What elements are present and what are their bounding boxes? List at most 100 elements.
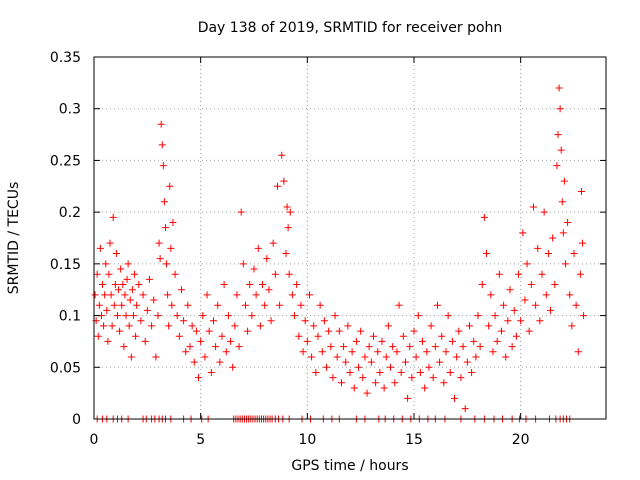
data-point — [143, 306, 151, 314]
data-point — [182, 348, 190, 356]
data-point — [506, 286, 514, 294]
data-point — [197, 337, 205, 345]
data-point — [521, 296, 529, 304]
y-tick-label: 0.35 — [50, 50, 81, 66]
axis-ticks — [93, 56, 606, 420]
data-point — [553, 162, 561, 170]
data-point — [102, 260, 110, 268]
data-point — [497, 327, 505, 335]
data-point — [534, 244, 542, 252]
data-point — [233, 291, 241, 299]
data-point — [555, 84, 563, 92]
data-point — [564, 218, 572, 226]
data-point — [419, 337, 427, 345]
data-point — [549, 234, 557, 242]
data-point — [124, 260, 132, 268]
data-point — [374, 348, 382, 356]
data-point — [448, 337, 456, 345]
data-point — [91, 291, 99, 299]
data-point — [188, 322, 196, 330]
data-point — [93, 270, 101, 278]
data-point — [461, 405, 469, 413]
data-point — [154, 312, 162, 320]
data-point — [495, 270, 503, 278]
data-point — [399, 332, 407, 340]
data-point — [159, 162, 167, 170]
data-point — [438, 332, 446, 340]
data-point — [474, 312, 482, 320]
data-point — [263, 255, 271, 263]
data-point — [280, 177, 288, 185]
data-point — [273, 182, 281, 190]
data-point — [487, 291, 495, 299]
data-point — [156, 255, 164, 263]
data-point — [104, 337, 112, 345]
data-point — [318, 348, 326, 356]
data-point — [517, 317, 525, 325]
data-point — [135, 281, 143, 289]
data-point — [577, 187, 585, 195]
data-point — [165, 322, 173, 330]
data-point — [414, 312, 422, 320]
data-point — [361, 353, 369, 361]
data-point — [457, 374, 465, 382]
data-point — [536, 317, 544, 325]
data-point — [160, 198, 168, 206]
data-point — [127, 353, 135, 361]
data-point — [256, 322, 264, 330]
data-point — [195, 374, 203, 382]
data-point — [145, 275, 153, 283]
data-point — [355, 363, 363, 371]
data-point — [286, 208, 294, 216]
data-point — [209, 317, 217, 325]
data-point — [551, 281, 559, 289]
data-point — [446, 368, 454, 376]
data-point — [508, 343, 516, 351]
data-point — [380, 384, 388, 392]
data-point — [173, 312, 181, 320]
data-point — [199, 312, 207, 320]
y-axis-label: SRMTID / TECUs — [6, 182, 22, 295]
data-point — [118, 301, 126, 309]
data-point — [429, 374, 437, 382]
x-tick-label: 5 — [196, 432, 205, 448]
data-point — [283, 203, 291, 211]
data-point — [252, 291, 260, 299]
data-point — [346, 368, 354, 376]
data-point — [310, 322, 318, 330]
data-point — [540, 208, 548, 216]
data-point — [150, 296, 158, 304]
data-point — [352, 337, 360, 345]
data-point — [125, 322, 133, 330]
data-point — [239, 260, 247, 268]
data-point — [433, 301, 441, 309]
data-point — [378, 337, 386, 345]
data-point — [393, 348, 401, 356]
data-point — [246, 281, 254, 289]
data-point — [493, 337, 501, 345]
data-point — [459, 343, 467, 351]
data-point — [470, 337, 478, 345]
data-point — [299, 348, 307, 356]
y-tick-label: 0 — [72, 412, 81, 428]
data-point — [376, 368, 384, 376]
data-point — [406, 343, 414, 351]
data-point — [218, 332, 226, 340]
data-point — [538, 270, 546, 278]
data-point — [113, 312, 121, 320]
data-points — [91, 84, 588, 423]
data-point — [271, 270, 279, 278]
data-point — [203, 291, 211, 299]
data-point — [122, 312, 130, 320]
data-point — [556, 105, 564, 113]
data-point — [167, 244, 175, 252]
y-tick-label: 0.2 — [59, 205, 81, 221]
data-point — [107, 291, 115, 299]
x-tick-label: 0 — [90, 432, 99, 448]
data-point — [363, 389, 371, 397]
data-point — [295, 332, 303, 340]
data-point — [96, 244, 104, 252]
data-point — [391, 379, 399, 387]
data-point — [109, 213, 117, 221]
data-point — [525, 327, 533, 335]
